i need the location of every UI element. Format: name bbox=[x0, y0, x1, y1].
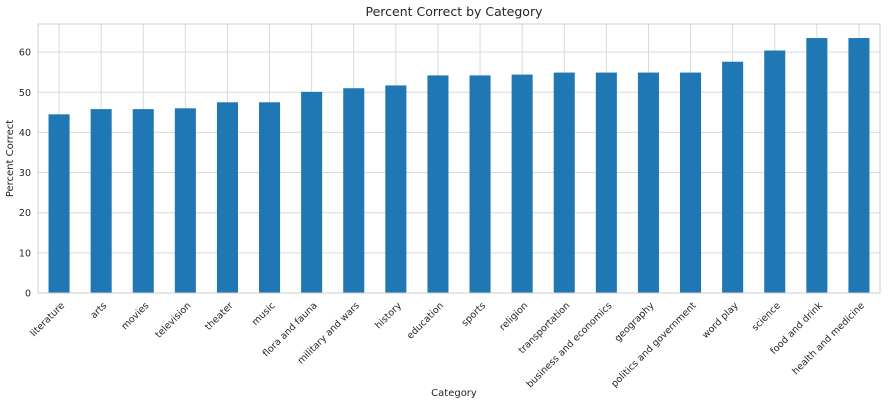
x-tick-label: theater bbox=[203, 300, 236, 333]
bar bbox=[427, 75, 449, 293]
x-tick-labels: literature arts movies television theater mus… bbox=[28, 300, 867, 390]
x-tick-label: sports bbox=[460, 300, 489, 329]
x-tick-label: history bbox=[373, 300, 404, 331]
x-tick-label: politics and government bbox=[609, 300, 699, 390]
grid-layer bbox=[38, 24, 880, 294]
y-tick-labels: 0 10 20 30 40 50 60 bbox=[19, 48, 31, 300]
x-tick-label: business and economics bbox=[525, 300, 615, 390]
bar bbox=[637, 72, 659, 293]
y-axis-label: Percent Correct bbox=[5, 120, 16, 197]
bar bbox=[806, 38, 828, 293]
bar bbox=[90, 109, 112, 293]
bar bbox=[48, 114, 70, 294]
x-tick-label: arts bbox=[88, 300, 109, 321]
bar bbox=[259, 102, 281, 293]
bar bbox=[595, 72, 617, 293]
x-tick-label: health and medicine bbox=[790, 300, 867, 377]
x-tick-label: geography bbox=[613, 300, 657, 344]
y-tick-label: 0 bbox=[25, 289, 31, 300]
y-tick-label: 60 bbox=[19, 48, 31, 59]
y-tick-label: 10 bbox=[19, 248, 31, 259]
bar bbox=[469, 75, 491, 293]
bar bbox=[680, 72, 702, 293]
x-tick-label: education bbox=[405, 300, 446, 341]
bar bbox=[216, 102, 238, 293]
bar bbox=[301, 91, 323, 294]
y-tick-label: 20 bbox=[19, 208, 31, 219]
bar bbox=[722, 61, 744, 294]
x-tick-label: television bbox=[153, 300, 193, 340]
x-tick-label: science bbox=[750, 300, 783, 333]
bar bbox=[764, 50, 786, 294]
plot-frame bbox=[37, 23, 881, 294]
bar bbox=[511, 74, 533, 293]
y-tick-label: 50 bbox=[19, 88, 31, 99]
chart-title: Percent Correct by Category bbox=[365, 4, 543, 19]
bar bbox=[343, 88, 365, 294]
y-tick-label: 40 bbox=[19, 128, 31, 139]
x-tick-label: music bbox=[250, 300, 278, 328]
bar bbox=[174, 108, 196, 293]
x-tick-label: literature bbox=[28, 300, 67, 339]
bar bbox=[848, 38, 870, 293]
x-tick-label: movies bbox=[119, 300, 151, 332]
bars-layer bbox=[48, 38, 870, 294]
x-tick-label: religion bbox=[498, 300, 531, 333]
x-axis-label: Category bbox=[431, 388, 477, 399]
x-tick-label: word play bbox=[700, 300, 741, 341]
y-tick-label: 30 bbox=[19, 168, 31, 179]
bar bbox=[385, 85, 407, 293]
bar bbox=[132, 109, 154, 293]
bar bbox=[553, 72, 575, 293]
